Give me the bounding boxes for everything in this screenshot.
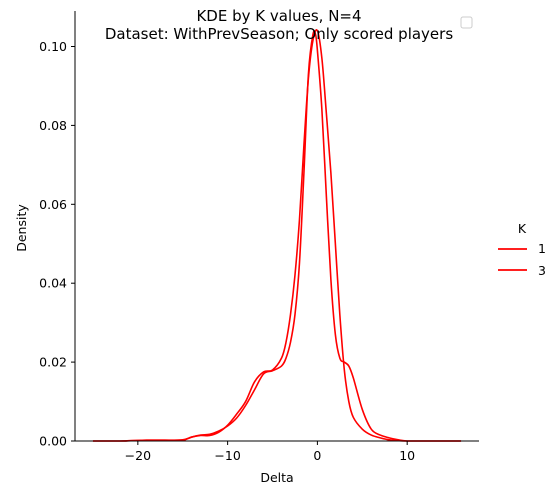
empty-legend-box bbox=[460, 16, 473, 29]
legend-label-3: 3 bbox=[538, 263, 546, 278]
x-axis-label: Delta bbox=[260, 470, 293, 485]
y-axis-label: Density bbox=[14, 204, 29, 252]
x-tick-label: 0 bbox=[313, 448, 321, 463]
legend-title: K bbox=[518, 221, 527, 236]
y-tick-label: 0.02 bbox=[39, 355, 67, 370]
series-line-k-3 bbox=[92, 29, 462, 442]
y-tick-label: 0.10 bbox=[39, 39, 67, 54]
chart-subtitle: Dataset: WithPrevSeason; Only scored pla… bbox=[105, 25, 453, 43]
y-ticks: 0.00 0.02 0.04 0.06 0.08 0.10 bbox=[39, 39, 75, 449]
x-ticks: −20 −10 0 10 bbox=[125, 441, 415, 463]
legend-label-1: 1 bbox=[538, 241, 546, 256]
y-tick-label: 0.06 bbox=[39, 197, 67, 212]
y-tick-label: 0.00 bbox=[39, 434, 67, 449]
series-lines bbox=[92, 29, 462, 442]
y-tick-label: 0.04 bbox=[39, 276, 67, 291]
x-tick-label: 10 bbox=[399, 448, 415, 463]
x-tick-label: −10 bbox=[214, 448, 240, 463]
y-tick-label: 0.08 bbox=[39, 118, 67, 133]
chart-title: KDE by K values, N=4 bbox=[196, 7, 361, 25]
x-tick-label: −20 bbox=[125, 448, 151, 463]
legend: K 1 3 bbox=[498, 221, 546, 278]
series-line-k-1 bbox=[92, 30, 462, 442]
